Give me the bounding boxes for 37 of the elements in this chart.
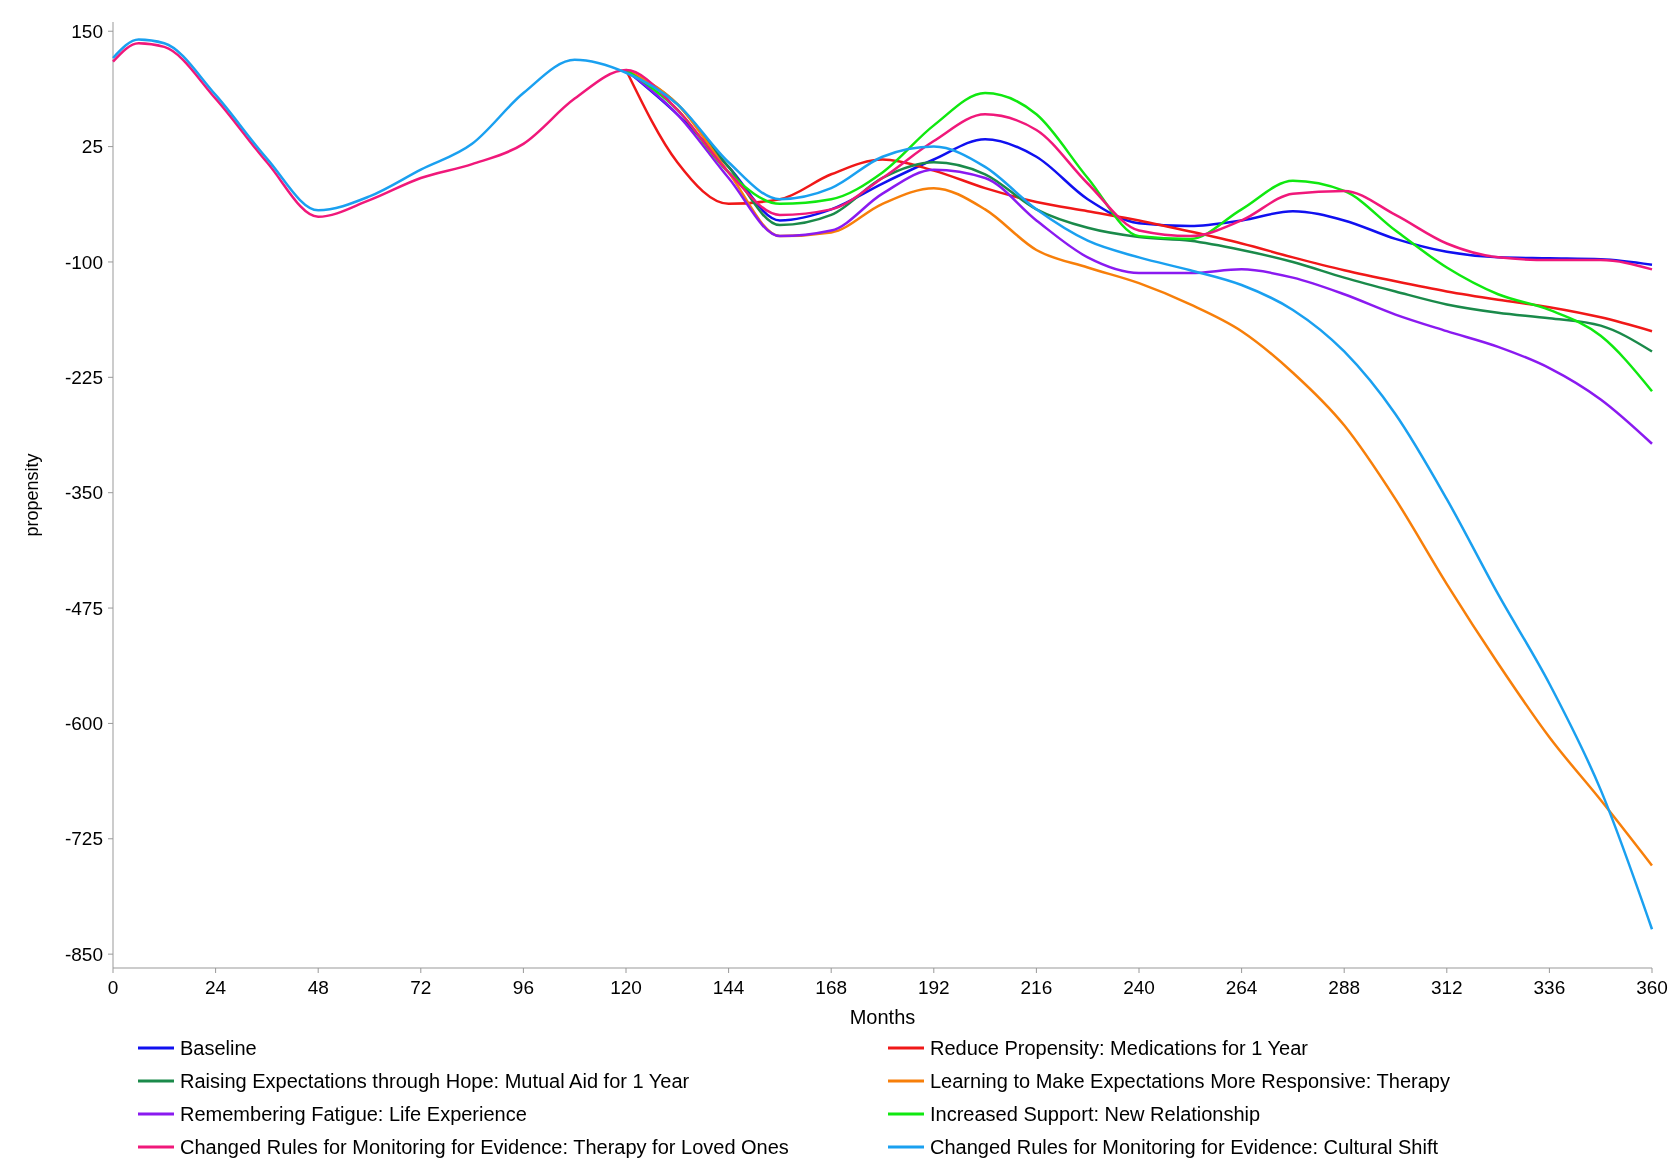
legend-label: Learning to Make Expectations More Responsive: Therapy [930, 1070, 1450, 1092]
x-tick-label: 360 [1636, 977, 1668, 998]
legend-label: Remembering Fatigue: Life Experience [180, 1103, 527, 1125]
x-tick-label: 168 [815, 977, 848, 998]
x-tick-label: 24 [205, 977, 227, 998]
legend-label: Increased Support: New Relationship [930, 1103, 1261, 1125]
legend-label: Baseline [180, 1037, 257, 1059]
x-tick-label: 288 [1328, 977, 1361, 998]
y-tick-label: -350 [64, 482, 103, 504]
x-tick-label: 240 [1123, 977, 1155, 998]
x-tick-label: 72 [410, 977, 432, 998]
x-tick-label: 336 [1533, 977, 1566, 998]
y-tick-label: -475 [64, 597, 103, 619]
x-tick-label: 96 [512, 977, 534, 998]
y-tick-label: -225 [64, 366, 103, 388]
x-axis-title: Months [849, 1006, 916, 1028]
y-tick-label: -725 [64, 828, 103, 850]
x-tick-label: 264 [1225, 977, 1258, 998]
x-tick-label: 0 [107, 977, 119, 998]
x-tick-label: 216 [1020, 977, 1053, 998]
y-tick-label: -850 [64, 943, 103, 965]
line-series [111, 38, 1654, 931]
x-tick-label: 144 [712, 977, 745, 998]
y-axis-title: propensity [22, 453, 42, 537]
line-series [111, 41, 1654, 271]
legend-label: Changed Rules for Monitoring for Evidence: Therapy for Loved Ones [180, 1136, 789, 1158]
legend-label: Raising Expectations through Hope: Mutual Aid for 1 Year [180, 1070, 690, 1092]
y-tick-label: -100 [64, 251, 103, 273]
y-tick-label: 25 [81, 136, 103, 158]
y-tick-label: 150 [71, 20, 103, 42]
x-tick-label: 120 [610, 977, 642, 998]
y-tick-label: -600 [64, 713, 103, 735]
x-tick-label: 48 [307, 977, 329, 998]
x-tick-label: 192 [917, 977, 950, 998]
legend-label: Reduce Propensity: Medications for 1 Year [930, 1037, 1309, 1059]
legend-label: Changed Rules for Monitoring for Evidence: Cultural Shift [930, 1136, 1439, 1158]
x-tick-label: 312 [1430, 977, 1463, 998]
